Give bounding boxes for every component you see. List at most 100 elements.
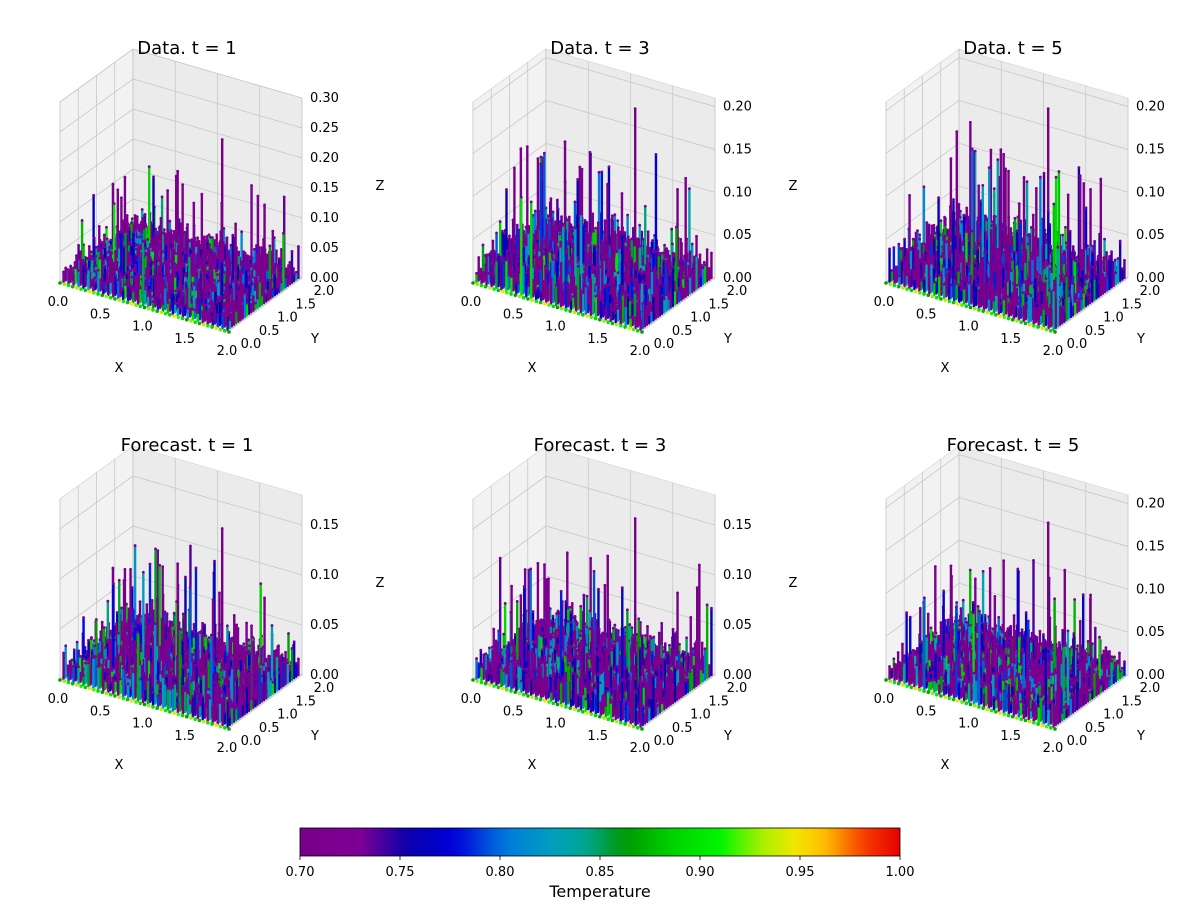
- edge-point: [79, 287, 83, 291]
- scatter-point: [67, 271, 70, 274]
- scatter-point: [150, 275, 153, 278]
- scatter-point: [161, 195, 164, 198]
- scatter-point: [570, 273, 573, 276]
- edge-point: [185, 318, 189, 322]
- scatter-point: [157, 295, 160, 298]
- scatter-point: [205, 259, 208, 262]
- scatter-point: [120, 231, 123, 234]
- scatter-point: [152, 262, 155, 265]
- scatter-point: [548, 250, 551, 253]
- scatter-point: [670, 228, 673, 231]
- scatter-point: [194, 268, 197, 271]
- scatter-point: [181, 183, 184, 186]
- edge-point: [134, 303, 138, 307]
- scatter-point: [269, 279, 272, 282]
- edge-point: [471, 281, 475, 285]
- edge-point: [147, 307, 151, 311]
- scatter-point: [508, 235, 511, 238]
- edge-point: [623, 325, 627, 329]
- scatter-point: [210, 262, 213, 265]
- edge-point: [75, 286, 79, 290]
- scatter-point: [985, 215, 988, 218]
- scatter-point: [621, 232, 624, 235]
- edge-point: [619, 324, 623, 328]
- scatter-point: [256, 277, 259, 280]
- scatter-point: [147, 283, 150, 286]
- edge-point: [632, 328, 636, 332]
- edge-point: [160, 311, 164, 315]
- scatter-point: [560, 262, 563, 265]
- scatter-point: [604, 219, 607, 222]
- scatter-point: [139, 287, 142, 290]
- scatter-point: [62, 271, 65, 274]
- scatter-point: [200, 246, 203, 249]
- scatter-point: [165, 242, 168, 245]
- scatter-point: [170, 229, 173, 232]
- edge-point: [522, 296, 526, 300]
- scatter-point: [147, 294, 150, 297]
- scatter-point: [126, 279, 129, 282]
- scatter-point: [297, 245, 300, 248]
- scatter-point: [148, 250, 151, 253]
- scatter-point: [578, 166, 581, 169]
- scatter-point: [139, 236, 142, 239]
- scatter-point: [228, 306, 231, 309]
- scatter-point: [574, 200, 577, 203]
- scatter-point: [607, 275, 610, 278]
- scatter-point: [211, 280, 214, 283]
- scatter-point: [615, 250, 618, 253]
- scatter-point: [154, 268, 157, 271]
- scatter-point: [642, 263, 645, 266]
- edge-point: [58, 281, 62, 285]
- scatter-point: [663, 244, 666, 247]
- scatter-point: [593, 244, 596, 247]
- scatter-point: [624, 304, 627, 307]
- edge-point: [551, 304, 555, 308]
- scatter-point: [120, 196, 123, 199]
- scatter-point: [258, 280, 261, 283]
- scatter-point: [568, 232, 571, 235]
- edge-point: [177, 316, 181, 320]
- scatter-point: [613, 213, 616, 216]
- scatter-point: [72, 274, 75, 277]
- z-tick-label: 0.30: [310, 91, 339, 106]
- scatter-point: [149, 289, 152, 292]
- edge-point: [518, 295, 522, 299]
- scatter-point: [89, 255, 92, 258]
- scatter-point: [558, 230, 561, 233]
- scatter-point: [77, 269, 80, 272]
- scatter-point: [516, 224, 519, 227]
- scatter-point: [263, 203, 266, 206]
- scatter-point: [540, 291, 543, 294]
- z-tick-label: 0.20: [310, 151, 339, 166]
- edge-point: [535, 300, 539, 304]
- scatter-point: [179, 222, 182, 225]
- edge-point: [547, 303, 551, 307]
- scatter-point: [208, 243, 211, 246]
- scatter-point: [550, 197, 553, 200]
- scatter-point: [263, 290, 266, 293]
- scatter-point: [112, 284, 115, 287]
- scatter-point: [148, 269, 151, 272]
- scatter-point: [665, 247, 668, 250]
- scatter-point: [126, 214, 129, 217]
- scatter-point: [154, 232, 157, 235]
- scatter-point: [268, 244, 271, 247]
- scatter-point: [607, 284, 610, 287]
- scatter-point: [510, 275, 513, 278]
- scatter-point: [965, 207, 968, 210]
- scatter-point: [170, 249, 173, 252]
- scatter-point: [225, 302, 228, 305]
- scatter-point: [216, 313, 219, 316]
- scatter-point: [170, 287, 173, 290]
- scatter-point: [91, 258, 94, 261]
- edge-point: [92, 291, 96, 295]
- scatter-point: [235, 309, 238, 312]
- scatter-point: [223, 271, 226, 274]
- scatter-point: [164, 274, 167, 277]
- scatter-point: [176, 170, 179, 173]
- scatter-point: [570, 299, 573, 302]
- scatter-point: [191, 308, 194, 311]
- scatter-point: [166, 189, 169, 192]
- scatter-point: [641, 302, 644, 305]
